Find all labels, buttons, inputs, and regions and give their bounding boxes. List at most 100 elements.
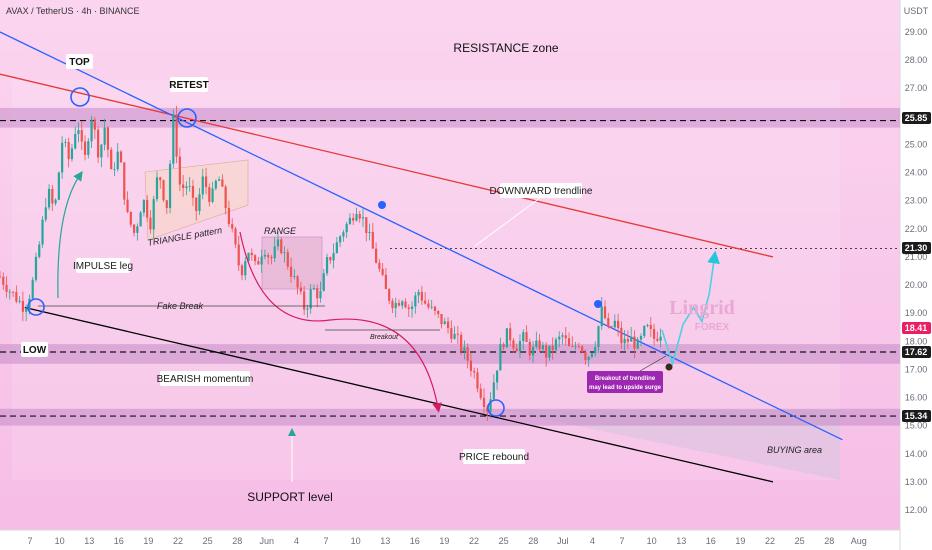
candle-body — [240, 265, 244, 276]
price-tick: 15.00 — [905, 421, 928, 431]
time-axis-panel — [0, 530, 900, 550]
label-buying: BUYING area — [767, 445, 822, 455]
candle-body — [93, 119, 96, 130]
candle-body — [460, 334, 463, 351]
label-top-text: TOP — [69, 57, 90, 68]
candle-body — [610, 326, 613, 328]
candle-body — [522, 332, 525, 342]
candle-body — [358, 213, 361, 219]
price-tag-18-41: 18.41 — [902, 322, 931, 334]
candle-body — [303, 291, 306, 310]
candle-body — [371, 231, 374, 249]
candle-body — [571, 346, 574, 347]
price-axis: 12.00 13.00 14.00 15.00 16.00 17.00 18.00 19.00… — [905, 27, 928, 515]
touch-point-1 — [378, 201, 386, 209]
candle-body — [365, 217, 368, 234]
candle-body — [466, 347, 469, 361]
time-axis: 7 10 13 16 19 22 25 28 Jun 4 7 10 13 16 19 22 25 28 Jul 4 7 1… — [27, 536, 866, 546]
candle-body — [446, 321, 450, 329]
candle-body — [420, 291, 423, 301]
price-tick: 14.00 — [905, 449, 928, 459]
candle-body — [132, 224, 136, 233]
candle-body — [119, 151, 123, 163]
candle-body — [603, 306, 607, 319]
candle-body — [325, 257, 329, 274]
time-tick: Jul — [557, 536, 569, 546]
label-range: RANGE — [264, 226, 297, 236]
price-tick: 16.00 — [905, 393, 928, 403]
candle-body — [263, 254, 266, 257]
time-tick: 16 — [410, 536, 420, 546]
candle-body — [293, 276, 296, 277]
svg-text:21.30: 21.30 — [905, 243, 928, 253]
price-tick: 27.00 — [905, 83, 928, 93]
time-tick: 7 — [27, 536, 32, 546]
candle-body — [208, 187, 211, 202]
label-fake-break: Fake Break — [157, 301, 204, 311]
candle-body — [25, 308, 28, 312]
candle-body — [342, 232, 345, 237]
candle-body — [433, 306, 437, 311]
candle-body — [332, 253, 335, 261]
candle-body — [564, 335, 567, 339]
zone-1 — [0, 344, 900, 364]
candle-body — [61, 142, 64, 173]
price-tick: 20.00 — [905, 280, 928, 290]
candle-body — [587, 356, 590, 361]
price-tick: 25.00 — [905, 139, 928, 149]
price-tick: 28.00 — [905, 55, 928, 65]
label-rebound: PRICE rebound — [459, 449, 529, 464]
candle-body — [581, 346, 584, 353]
candle-body — [110, 149, 113, 170]
candle-body — [545, 345, 548, 358]
price-tick: 29.00 — [905, 27, 928, 37]
trendline-0 — [0, 73, 774, 258]
price-tag-21-30: 21.30 — [902, 242, 931, 254]
trendline-1 — [0, 31, 843, 441]
price-tick: 23.00 — [905, 196, 928, 206]
price-tag-25-85: 25.85 — [902, 112, 931, 124]
candle-body — [541, 345, 544, 350]
time-tick: 22 — [173, 536, 183, 546]
candle-body — [149, 217, 152, 230]
candle-body — [221, 179, 224, 187]
candle-body — [286, 252, 289, 267]
candle-body — [204, 176, 208, 188]
candle-body — [159, 177, 162, 181]
candle-body — [548, 345, 551, 358]
candle-body — [410, 306, 414, 309]
candle-body — [11, 291, 15, 293]
trendline-2 — [24, 306, 774, 483]
candle-body — [106, 127, 110, 150]
candle-body — [646, 324, 649, 327]
candle-body — [414, 295, 417, 307]
candle-body — [639, 336, 643, 340]
candle-body — [316, 288, 319, 299]
candle-body — [214, 180, 217, 189]
price-tag-17-62: 17.62 — [902, 346, 931, 358]
candle-body — [34, 256, 38, 280]
candle-body — [417, 291, 420, 296]
candle-body — [15, 292, 18, 302]
candle-body — [188, 185, 191, 187]
candle-body — [509, 328, 512, 341]
candle-body — [90, 119, 93, 142]
price-tick: 22.00 — [905, 224, 928, 234]
candle-body — [456, 333, 459, 335]
candle-body — [44, 207, 47, 220]
top-marker — [70, 87, 90, 107]
candle-body — [515, 348, 518, 352]
eye-icon — [665, 363, 673, 371]
candle-body — [77, 130, 80, 134]
candle-body — [139, 212, 142, 227]
label-rebound-text: PRICE rebound — [459, 452, 529, 463]
candle-body — [505, 328, 509, 348]
candle-body — [136, 226, 139, 233]
candle-body — [374, 248, 378, 263]
candle-body — [381, 268, 384, 275]
candle-body — [64, 142, 67, 143]
candle-body — [67, 142, 70, 160]
candle-body — [427, 303, 430, 308]
candle-body — [404, 301, 407, 308]
